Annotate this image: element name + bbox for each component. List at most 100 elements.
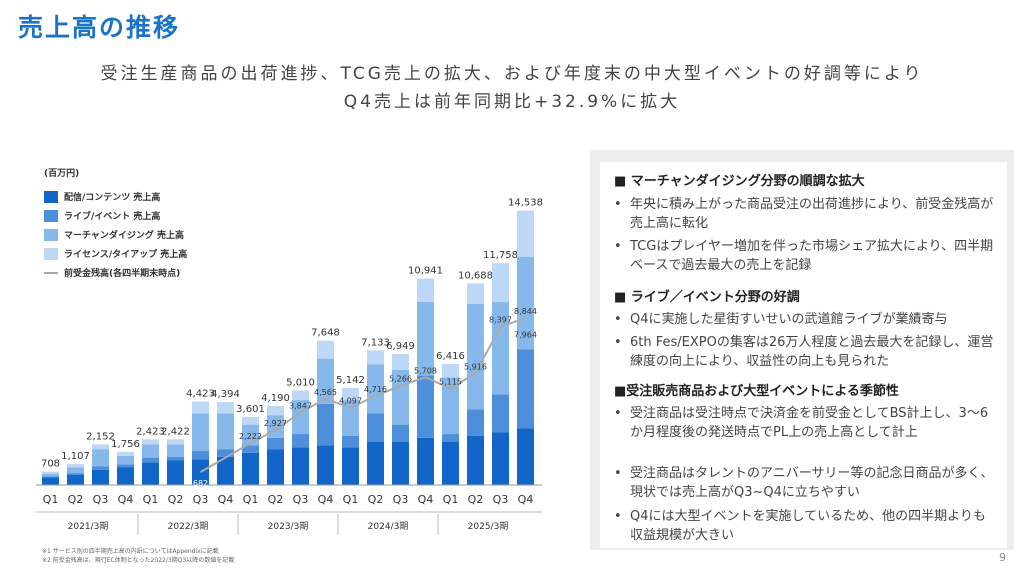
x-tick-label: Q4 bbox=[218, 493, 234, 506]
bar-segment bbox=[242, 445, 259, 453]
line-point-label: 8,844 bbox=[514, 307, 537, 316]
bar-segment bbox=[467, 409, 484, 436]
revenue-chart: 708 Q1 1,107 Q2 2,152 Q3 1,756 Q4 2,423 Q1 2,422 Q2… bbox=[36, 198, 543, 535]
legend-item-merch: マーチャンダイジング 売上高 bbox=[44, 225, 187, 244]
section-heading: ■ マーチャンダイジング分野の順調な拡大 bbox=[614, 174, 865, 189]
bar-total-label: 2,423 bbox=[136, 426, 165, 437]
bar-total-label: 1,107 bbox=[61, 451, 90, 462]
bar-segment bbox=[42, 477, 59, 485]
x-tick-label: Q4 bbox=[418, 493, 434, 506]
bar-segment bbox=[342, 447, 359, 485]
x-tick-label: Q2 bbox=[468, 493, 484, 506]
bar-segment bbox=[42, 471, 59, 474]
legend-swatch bbox=[44, 247, 58, 260]
bar-segment bbox=[492, 263, 509, 302]
bar-segment bbox=[192, 459, 209, 485]
x-tick-label: Q4 bbox=[518, 493, 534, 506]
bar-segment bbox=[267, 405, 284, 416]
bar-total-label: 708 bbox=[41, 459, 60, 470]
x-tick-label: Q3 bbox=[393, 493, 409, 506]
legend-label: ライセンス/タイアップ 売上高 bbox=[64, 250, 188, 260]
bar-segment bbox=[492, 432, 509, 485]
bar-total-label: 4,394 bbox=[211, 389, 240, 400]
bar-segment bbox=[142, 444, 159, 458]
subtitle-line-1: 受注生産商品の出荷進捗、TCG売上の拡大、および年度末の中大型イベントの好調等に… bbox=[100, 64, 924, 84]
x-tick-label: Q4 bbox=[118, 493, 134, 506]
bar-segment bbox=[42, 473, 59, 477]
bar-total-label: 2,422 bbox=[161, 426, 190, 437]
bar-segment bbox=[417, 278, 434, 302]
bar-segment bbox=[442, 363, 459, 378]
line-point-label: 682 bbox=[193, 479, 208, 488]
bar-segment bbox=[442, 441, 459, 485]
bar-segment bbox=[417, 301, 434, 376]
legend-label: 配信/コンテンツ 売上高 bbox=[64, 193, 161, 203]
bar-segment bbox=[367, 364, 384, 414]
bar-total-label: 10,688 bbox=[458, 270, 493, 281]
line-point-label: 4,097 bbox=[339, 397, 362, 406]
bullet: • TCGはプレイヤー増加を伴った市場シェア拡大により、四半期ベースで過去最大の売… bbox=[614, 239, 994, 273]
bullet: • 受注商品は受注時点で決済金を前受金としてBS計上し、3〜6か月程度後の発送時点… bbox=[614, 406, 989, 440]
x-tick-label: Q1 bbox=[43, 493, 59, 506]
legend-item-live: ライブ/イベント 売上高 bbox=[44, 206, 187, 225]
bar-segment bbox=[317, 445, 334, 485]
bar-segment bbox=[142, 439, 159, 445]
bar-segment bbox=[142, 457, 159, 463]
line-point-label: 5,916 bbox=[464, 362, 487, 371]
bar-segment bbox=[192, 451, 209, 460]
x-tick-label: Q3 bbox=[493, 493, 509, 506]
line-point-label: 3,847 bbox=[289, 401, 312, 410]
line-point-label: 5,266 bbox=[389, 375, 412, 384]
line-point-label: 2,927 bbox=[264, 419, 287, 428]
line-point-label: 7,964 bbox=[514, 331, 537, 340]
bar-segment bbox=[242, 452, 259, 485]
legend-label: 前受金残高(各四半期末時点) bbox=[64, 269, 181, 279]
bar-segment bbox=[92, 466, 109, 470]
bar-segment bbox=[67, 467, 84, 474]
fiscal-year-label: 2025/3期 bbox=[468, 521, 509, 532]
bar-segment bbox=[267, 437, 284, 450]
x-tick-label: Q4 bbox=[318, 493, 334, 506]
bar-segment bbox=[92, 469, 109, 485]
bar-total-label: 7,648 bbox=[311, 328, 340, 339]
bullet: • Q4には大型イベントを実施しているため、他の四半期よりも収益規模が大きい bbox=[614, 509, 986, 543]
bar-segment bbox=[92, 444, 109, 450]
fiscal-year-label: 2024/3期 bbox=[368, 521, 409, 532]
line-point-label: 2,222 bbox=[239, 432, 262, 441]
bar-segment bbox=[292, 434, 309, 448]
footnote: ※1 サービス別の四半期売上高の内訳についてはAppendixに記載 bbox=[42, 548, 219, 555]
x-tick-label: Q3 bbox=[93, 493, 109, 506]
bar-segment bbox=[67, 473, 84, 475]
bar-segment bbox=[342, 400, 359, 436]
bar-segment bbox=[367, 350, 384, 365]
bar-segment bbox=[67, 464, 84, 468]
bar-segment bbox=[167, 444, 184, 457]
bar-segment bbox=[467, 435, 484, 485]
bar-segment bbox=[217, 402, 234, 414]
legend-label: ライブ/イベント 売上高 bbox=[64, 212, 161, 222]
bullet: • Q4に実施した星街すいせいの武道館ライブが業績寄与 bbox=[614, 312, 948, 327]
bar-segment bbox=[342, 387, 359, 401]
bullet: • 年央に積み上がった商品受注の出荷進捗により、前受金残高が売上高に転化 bbox=[614, 197, 994, 231]
bar-total-label: 5,142 bbox=[336, 375, 365, 386]
x-tick-label: Q1 bbox=[343, 493, 359, 506]
bar-segment bbox=[517, 256, 534, 350]
bullet: • 受注商品はタレントのアニバーサリー等の記念日商品が多く、現状では売上高がQ3~… bbox=[614, 466, 994, 500]
page-subtitle: 受注生産商品の出荷進捗、TCG売上の拡大、および年度末の中大型イベントの好調等に… bbox=[0, 60, 1024, 116]
legend-item-license: ライセンス/タイアップ 売上高 bbox=[44, 244, 187, 263]
x-tick-label: Q2 bbox=[68, 493, 84, 506]
bar-segment bbox=[317, 403, 334, 446]
bar-segment bbox=[267, 449, 284, 485]
bar-segment bbox=[517, 428, 534, 485]
bar-segment bbox=[392, 424, 409, 442]
bar-segment bbox=[517, 210, 534, 257]
bar-segment bbox=[167, 439, 184, 445]
line-point-label: 4,565 bbox=[314, 388, 337, 397]
bar-segment bbox=[117, 455, 134, 465]
line-point-label: 8,397 bbox=[489, 316, 512, 325]
bar-segment bbox=[192, 401, 209, 414]
commentary-box bbox=[600, 162, 1007, 548]
bar-total-label: 6,949 bbox=[386, 341, 415, 352]
bar-segment bbox=[192, 413, 209, 452]
x-tick-label: Q1 bbox=[443, 493, 459, 506]
